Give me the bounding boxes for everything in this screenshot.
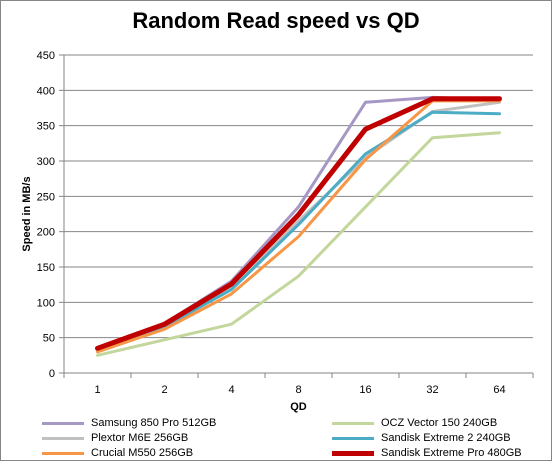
y-tick-label: 0 <box>49 368 55 380</box>
legend-swatch <box>332 437 374 440</box>
legend-swatch <box>332 451 374 456</box>
x-tick-label: 4 <box>228 384 234 396</box>
legend-label: Sandisk Extreme Pro 480GB <box>381 447 522 459</box>
legend-label: Crucial M550 256GB <box>91 447 194 459</box>
y-tick-label: 50 <box>43 333 55 345</box>
x-tick-label: 16 <box>359 384 371 396</box>
series-line <box>96 131 501 357</box>
y-tick-label: 350 <box>37 121 55 133</box>
y-tick-label: 450 <box>37 50 55 62</box>
x-tick-label: 1 <box>94 384 100 396</box>
y-tick-label: 300 <box>37 156 55 168</box>
chart-title: Random Read speed vs QD <box>132 8 420 33</box>
series-line <box>96 110 501 352</box>
legend-label: Samsung 850 Pro 512GB <box>91 417 217 429</box>
series-line <box>95 96 502 351</box>
grid <box>64 54 533 374</box>
axes: 0 50 100 150 200 250 300 350 400 450 1 2 4 8 16 32 64 <box>37 50 534 396</box>
legend-swatch <box>42 452 84 455</box>
y-tick-label: 200 <box>37 227 55 239</box>
x-axis-label: QD <box>290 401 307 413</box>
legend-label: OCZ Vector 150 240GB <box>381 417 498 429</box>
y-tick-label: 100 <box>37 297 55 309</box>
series-lines <box>95 95 502 357</box>
legend: Samsung 850 Pro 512GB OCZ Vector 150 240G… <box>0 414 552 460</box>
x-tick-label: 8 <box>295 384 301 396</box>
legend-swatch <box>42 422 84 425</box>
x-tick-label: 32 <box>426 384 438 396</box>
y-tick-label: 400 <box>37 85 55 97</box>
x-tick-label: 2 <box>161 384 167 396</box>
legend-swatch <box>42 437 84 440</box>
y-tick-label: 150 <box>37 262 55 274</box>
legend-label: Plextor M6E 256GB <box>91 432 189 444</box>
legend-swatch <box>332 422 374 425</box>
series-line <box>96 100 501 354</box>
legend-label: Sandisk Extreme 2 240GB <box>381 432 511 444</box>
x-tick-label: 64 <box>493 384 505 396</box>
y-axis-label: Speed in MB/s <box>21 176 33 251</box>
y-tick-label: 250 <box>37 191 55 203</box>
